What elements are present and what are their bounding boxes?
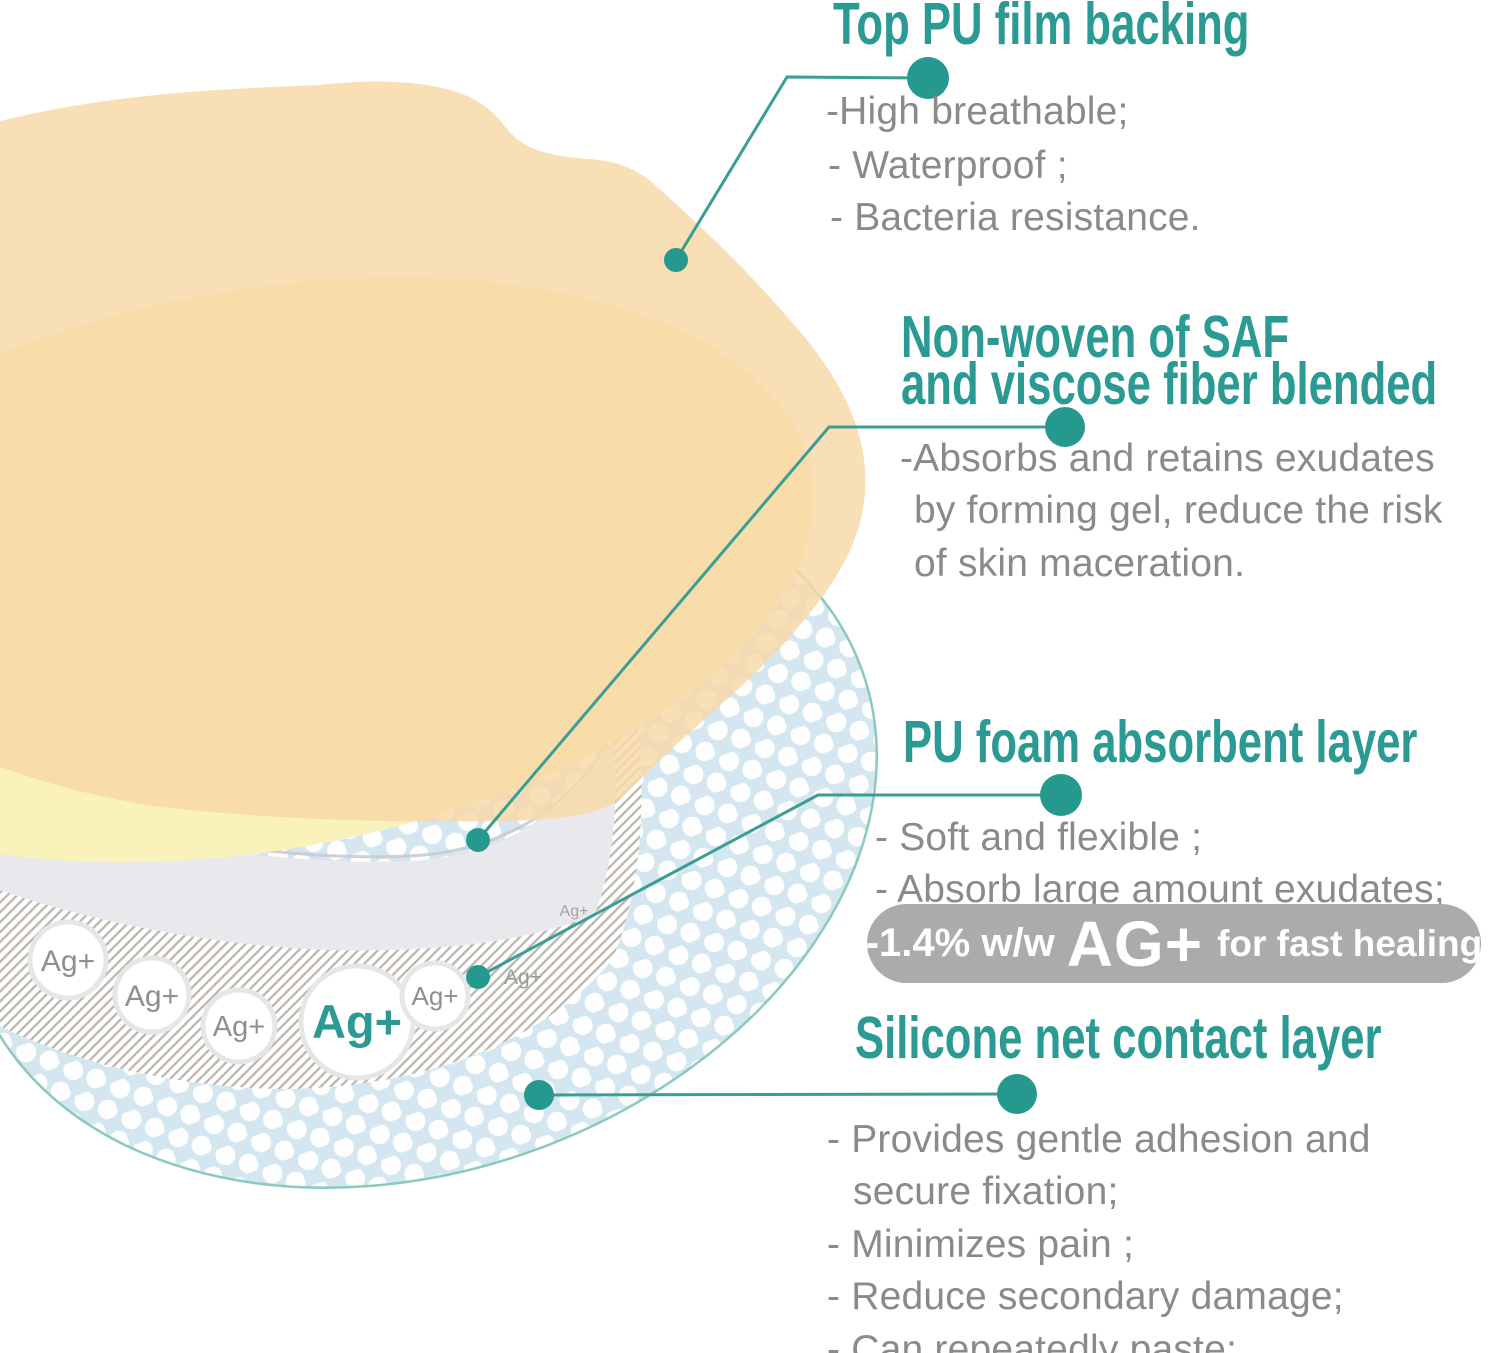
badge-ag-highlight: AG+ (1066, 907, 1204, 980)
ag-bubble (112, 955, 192, 1035)
badge-suffix: for fast healing (1217, 922, 1483, 964)
connector-pu-foam (477, 793, 1061, 979)
connector-dots (466, 57, 1085, 1114)
dot-silicone-layer (524, 1080, 554, 1110)
top-film-bullet: - Bacteria resistance. (830, 196, 1201, 239)
nonwoven-desc-line: of skin maceration. (914, 541, 1246, 585)
silicone-description: - Provides gentle adhesion and secure fi… (827, 1114, 1371, 1353)
ag-plus-labels: Ag+ Ag+ Ag+ Ag+ Ag+ Ag+ Ag+ (41, 903, 589, 1048)
ag-plus-label: Ag+ (412, 981, 459, 1011)
top-film-bullet: -High breathable; (826, 90, 1129, 133)
ag-content-badge: -1.4% w/w AG+ for fast healing (865, 904, 1483, 983)
badge-prefix: -1.4% w/w (865, 921, 1055, 965)
ag-plus-label: Ag+ (560, 903, 589, 920)
ag-plus-label-large: Ag+ (312, 995, 402, 1048)
heading-nonwoven-line2: and viscose fiber blended (901, 351, 1438, 417)
heading-pu-foam: PU foam absorbent layer (903, 709, 1418, 775)
dot-nonwoven-layer (466, 828, 490, 852)
dot-pu-foam-layer (466, 965, 490, 989)
ag-plus-label: Ag+ (504, 966, 542, 989)
pu-foam-bullet: - Absorb large amount exudates; (875, 868, 1445, 911)
silicone-bullet: - Minimizes pain ; (827, 1222, 1135, 1266)
ag-plus-label: Ag+ (213, 1011, 265, 1043)
silicone-bullet: - Reduce secondary damage; (827, 1275, 1344, 1319)
dot-nonwoven-text (1045, 407, 1085, 447)
silicone-bullet: - Provides gentle adhesion and (827, 1118, 1371, 1161)
heading-silicone-net: Silicone net contact layer (855, 1005, 1382, 1071)
ag-bubble (27, 919, 109, 1001)
nonwoven-desc-line: -Absorbs and retains exudates (900, 437, 1435, 480)
ag-plus-label: Ag+ (125, 980, 179, 1013)
dot-silicone-text (997, 1074, 1037, 1114)
top-film-bullet: - Waterproof ; (828, 144, 1068, 187)
silicone-bullet: - Can repeatedly paste; (827, 1327, 1238, 1353)
heading-top-pu-film: Top PU film backing (833, 0, 1250, 57)
heading-nonwoven-line1: Non-woven of SAF (901, 304, 1290, 370)
connector-top-film (674, 75, 929, 261)
dot-top-film-text (907, 57, 949, 99)
ag-plus-label: Ag+ (41, 945, 95, 978)
ag-bubble (200, 987, 278, 1065)
nonwoven-desc-line: by forming gel, reduce the risk (914, 489, 1443, 533)
pu-foam-bullet: - Soft and flexible ; (875, 816, 1203, 859)
silicone-bullet: secure fixation; (853, 1170, 1119, 1214)
connector-nonwoven (476, 425, 1065, 841)
dot-top-film-layer (664, 248, 688, 272)
nonwoven-description: -Absorbs and retains exudates by forming… (900, 433, 1443, 590)
connector-lines (476, 75, 1065, 1097)
ag-bubble (399, 960, 471, 1032)
connector-silicone (538, 1092, 1018, 1097)
ag-plus-bubbles (27, 919, 471, 1081)
dot-pu-foam-text (1040, 774, 1082, 816)
